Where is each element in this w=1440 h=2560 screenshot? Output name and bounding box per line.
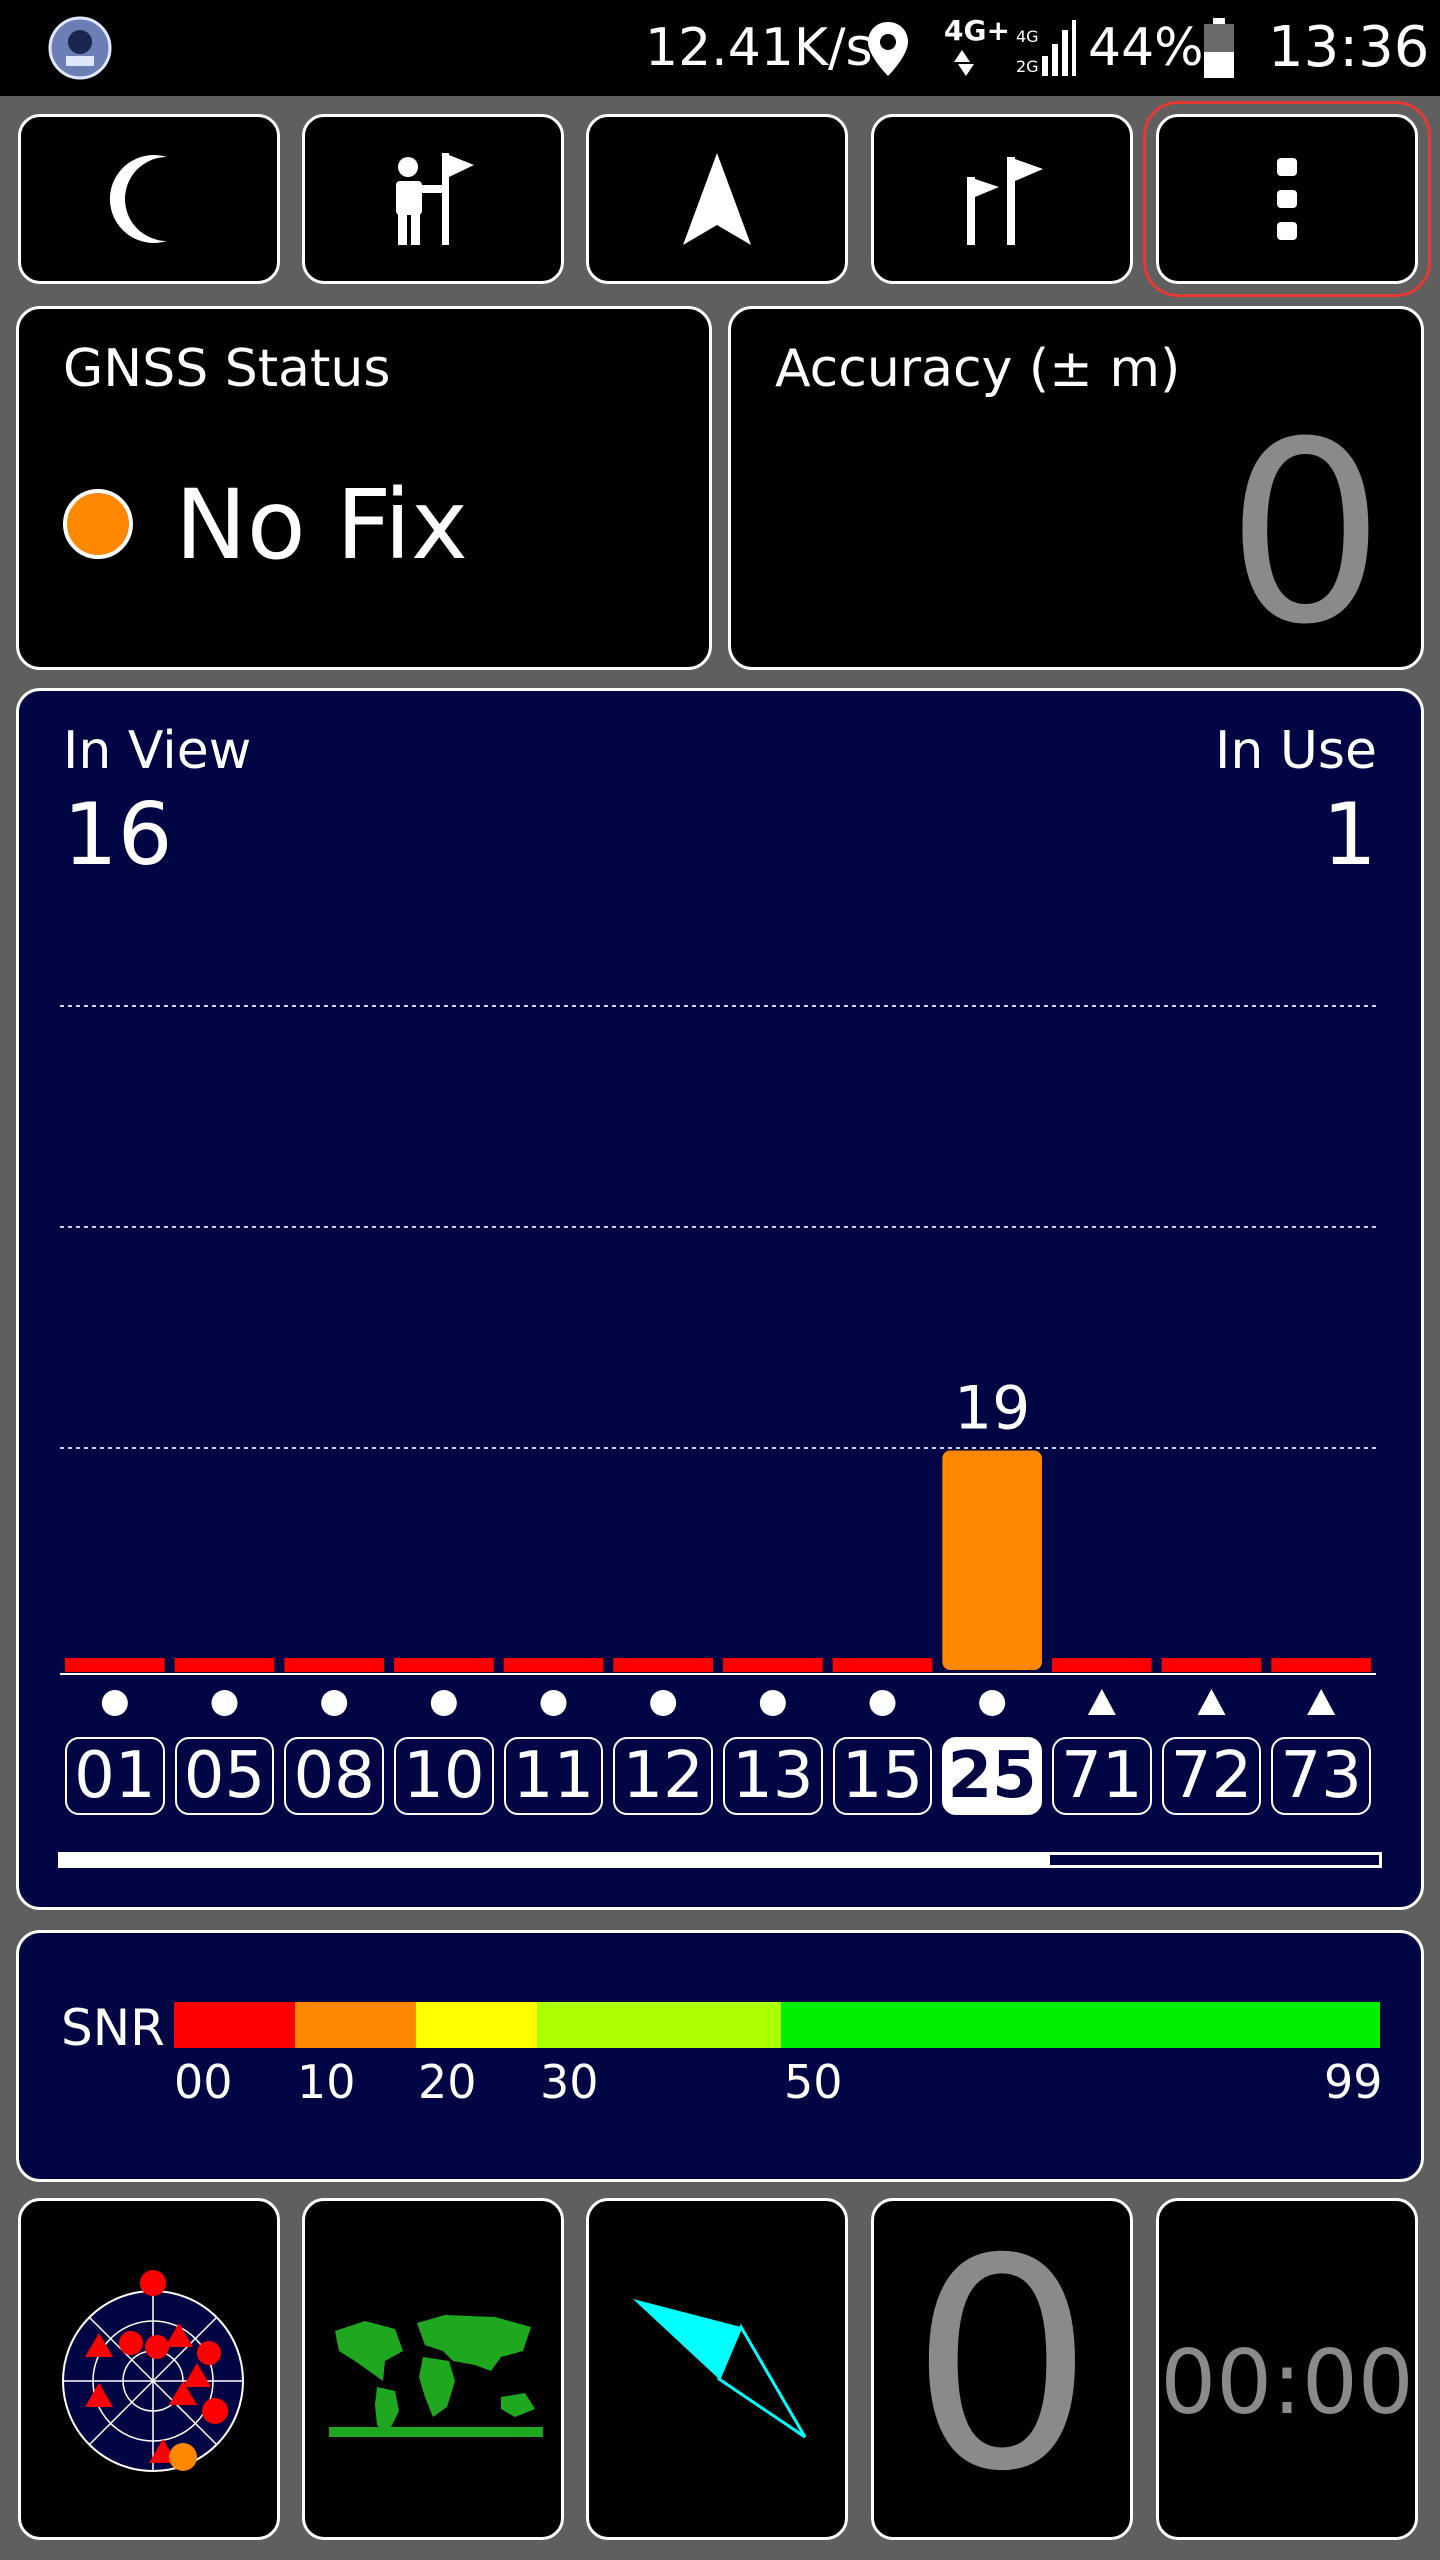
accuracy-card[interactable]: Accuracy (± m) 0	[728, 306, 1424, 670]
snr-tick-00: 00	[174, 2055, 233, 2109]
bar-value-label: 19	[954, 1374, 1030, 1444]
fix-status: No Fix	[175, 469, 468, 581]
in-view-count: 16	[63, 785, 173, 885]
snr-bar-72	[1161, 1658, 1262, 1672]
world-map-tile[interactable]	[302, 2198, 564, 2540]
snr-bar-08	[284, 1658, 384, 1672]
constellation-marker-13	[759, 1690, 786, 1716]
satellite-id-10[interactable]: 10	[394, 1737, 494, 1815]
waypoint-button[interactable]	[302, 114, 564, 284]
satellite-scrollbar[interactable]	[58, 1852, 1382, 1868]
satellite-id-08[interactable]: 08	[284, 1737, 384, 1815]
data-arrows-icon	[954, 50, 974, 76]
in-use-count: 1	[1322, 785, 1377, 885]
person-flag-icon	[396, 153, 474, 245]
satellite-id-72[interactable]: 72	[1161, 1737, 1262, 1815]
satellite-id-13[interactable]: 13	[723, 1737, 823, 1815]
snr-bar-73	[1271, 1658, 1371, 1672]
world-map-icon	[329, 2315, 543, 2437]
svg-text:4G: 4G	[1016, 27, 1039, 46]
satellite-id-25[interactable]: 25	[942, 1737, 1042, 1815]
constellation-marker-72	[1197, 1689, 1226, 1715]
snr-tick-30: 30	[540, 2055, 599, 2109]
constellation-marker-11	[540, 1690, 567, 1716]
snr-bar-25	[942, 1450, 1042, 1670]
snr-bar-13	[723, 1658, 823, 1672]
gnss-status-card[interactable]: GNSS Status No Fix	[16, 306, 712, 670]
satellite-id-05[interactable]: 05	[174, 1737, 275, 1815]
clock: 13:36	[1268, 15, 1430, 80]
more-vertical-icon	[1277, 158, 1297, 240]
snr-tick-99: 99	[1324, 2055, 1383, 2109]
snr-bar-12	[613, 1658, 713, 1672]
constellation-marker-10	[430, 1690, 457, 1716]
constellation-marker-12	[650, 1690, 677, 1716]
constellation-marker-08	[321, 1690, 348, 1716]
navigation-button[interactable]	[586, 114, 848, 284]
in-use-label: In Use	[1215, 721, 1377, 781]
snr-color-scale	[174, 2002, 1380, 2048]
satellite-id-11[interactable]: 11	[503, 1737, 604, 1815]
scrollbar-thumb[interactable]	[61, 1855, 1050, 1865]
app-badge-icon	[48, 16, 112, 80]
constellation-marker-71	[1087, 1689, 1116, 1715]
sky-radar-icon	[62, 2270, 244, 2472]
satellite-id-15[interactable]: 15	[832, 1737, 933, 1815]
snr-legend-card: SNR	[16, 1930, 1424, 2182]
constellation-marker-73	[1307, 1689, 1336, 1715]
battery-percent: 44%	[1088, 18, 1204, 78]
satellite-id-73[interactable]: 73	[1271, 1737, 1371, 1815]
snr-bar-71	[1052, 1658, 1152, 1672]
compass-tile[interactable]	[586, 2198, 848, 2540]
speed-tile[interactable]: 0	[871, 2198, 1133, 2540]
location-icon	[868, 22, 908, 76]
in-view-label: In View	[63, 721, 252, 781]
snr-tick-20: 20	[418, 2055, 477, 2109]
more-options-button[interactable]	[1143, 101, 1431, 297]
snr-band-50-99	[781, 2002, 1380, 2048]
snr-bar-01	[65, 1658, 165, 1672]
signal-icon: 4G 2G	[1016, 20, 1076, 76]
snr-band-10-20	[295, 2002, 416, 2048]
accuracy-title: Accuracy (± m)	[775, 339, 1181, 399]
snr-band-20-30	[416, 2002, 537, 2048]
snr-tick-50: 50	[784, 2055, 843, 2109]
fix-indicator-dot	[63, 489, 133, 559]
snr-bar-chart: 19	[60, 1005, 1376, 1716]
timer-tile[interactable]: 00:00	[1156, 2198, 1418, 2540]
compass-needle-icon	[633, 2299, 807, 2439]
snr-bar-10	[394, 1658, 494, 1672]
constellation-marker-15	[869, 1690, 896, 1716]
timer-value: 00:00	[1160, 2331, 1414, 2434]
constellation-marker-25	[979, 1690, 1006, 1716]
satellite-id-01[interactable]: 01	[65, 1737, 165, 1815]
snr-band-0-10	[174, 2002, 295, 2048]
route-button[interactable]	[871, 114, 1133, 284]
constellation-marker-01	[101, 1690, 128, 1716]
snr-bar-15	[832, 1658, 933, 1672]
satellite-id-71[interactable]: 71	[1052, 1737, 1152, 1815]
svg-text:2G: 2G	[1016, 57, 1039, 76]
snr-band-30-50	[537, 2002, 781, 2048]
speed-value: 0	[909, 2198, 1095, 2535]
gnss-status-title: GNSS Status	[63, 339, 391, 399]
accuracy-value: 0	[1225, 388, 1385, 679]
two-flags-icon	[967, 157, 1043, 245]
constellation-marker-05	[211, 1690, 238, 1716]
network-type: 4G+	[944, 14, 1010, 47]
snr-label: SNR	[61, 1999, 165, 2057]
snr-bar-11	[503, 1658, 604, 1672]
sky-view-tile[interactable]	[18, 2198, 280, 2540]
satellite-chart-card[interactable]: In View 16 In Use 1	[16, 688, 1424, 1910]
snr-bar-05	[174, 1658, 275, 1672]
satellite-id-12[interactable]: 12	[613, 1737, 713, 1815]
status-bar: 12.41K/s 4G+ 4G 2G 44% 13:36	[0, 0, 1440, 96]
navigation-arrow-icon	[683, 153, 751, 245]
moon-icon	[109, 155, 167, 244]
battery-icon	[1204, 18, 1234, 78]
snr-tick-10: 10	[297, 2055, 356, 2109]
network-speed: 12.41K/s	[645, 18, 873, 78]
night-mode-button[interactable]	[18, 114, 280, 284]
